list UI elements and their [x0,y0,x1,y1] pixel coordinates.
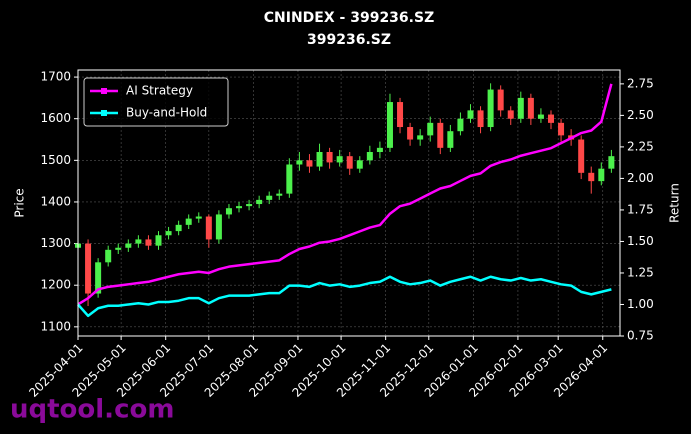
candle-body [537,114,544,119]
candle-body [356,160,363,169]
candle-body [276,193,283,196]
candle-body [195,216,202,219]
candle-body [578,139,585,173]
chart-title: CNINDEX - 399236.SZ [264,10,434,26]
candle-body [527,97,534,119]
candle-body [115,247,122,250]
y2-tick-label: 1.75 [627,202,654,216]
y2-axis-label: Return [668,183,682,223]
y2-tick-label: 1.00 [627,297,654,311]
y-axis-label: Price [13,188,27,217]
candle-body [246,204,253,207]
y2-tick-label: 0.75 [627,329,654,343]
candle-body [225,208,232,215]
candle-body [155,235,162,246]
candle-body [558,122,565,136]
candle-body [306,160,313,167]
candle-body [346,156,353,169]
y-tick-label: 1600 [40,111,71,125]
candle-body [588,172,595,182]
candle-body [467,110,474,119]
y2-tick-label: 2.50 [627,108,654,122]
candle-body [286,164,293,194]
candle-body [598,168,605,182]
candle-body [326,152,333,163]
candle-body [236,206,243,209]
candle-body [397,102,404,128]
plot-frame [77,69,621,337]
candle-body [417,135,424,140]
candle-body [205,216,212,240]
candle-body [165,231,172,236]
candle-body [95,262,102,294]
candle-body [105,249,112,263]
candle-body [336,156,343,163]
candle-body [507,110,514,119]
candle-body [457,118,464,132]
y2-tick-label: 1.50 [627,234,654,248]
y-tick-label: 1500 [40,153,71,167]
candle-body [175,224,182,232]
candle-body [145,239,152,246]
candle-body [427,122,434,136]
candle-body [215,214,222,240]
y-tick-label: 1200 [40,278,71,292]
y2-tick-label: 2.00 [627,171,654,185]
candle-body [608,156,615,169]
y-tick-label: 1100 [40,319,71,333]
y-tick-label: 1300 [40,236,71,250]
legend-label: Buy-and-Hold [126,106,207,120]
candle-body [437,122,444,148]
candle-body [517,97,524,119]
candle-body [366,152,373,161]
candle-body [447,131,454,148]
return-line [77,275,612,318]
legend-box [83,77,229,127]
candle-body [477,110,484,128]
legend-marker [101,110,107,116]
watermark: uqtool.com [10,395,174,425]
y2-tick-label: 1.25 [627,265,654,279]
candle-body [85,243,92,294]
candle-body [135,239,142,244]
candle-body [296,160,303,165]
chart-subtitle: 399236.SZ [307,32,391,48]
candle-body [407,127,414,140]
candle-body [185,218,192,225]
legend-marker [101,88,107,94]
candle-body [125,243,132,248]
y2-tick-label: 2.75 [627,76,654,90]
y2-tick-label: 2.25 [627,139,654,153]
candle-body [547,114,554,123]
candle-body [497,89,504,111]
candle-body [376,147,383,153]
legend-label: AI Strategy [126,84,193,98]
candle-body [386,102,393,148]
candle-body [316,152,323,167]
candle-body [487,89,494,128]
return-line [77,83,613,306]
y-tick-label: 1700 [40,70,71,84]
y-tick-label: 1400 [40,194,71,208]
candle-body [256,199,263,205]
candle-body [266,195,273,200]
